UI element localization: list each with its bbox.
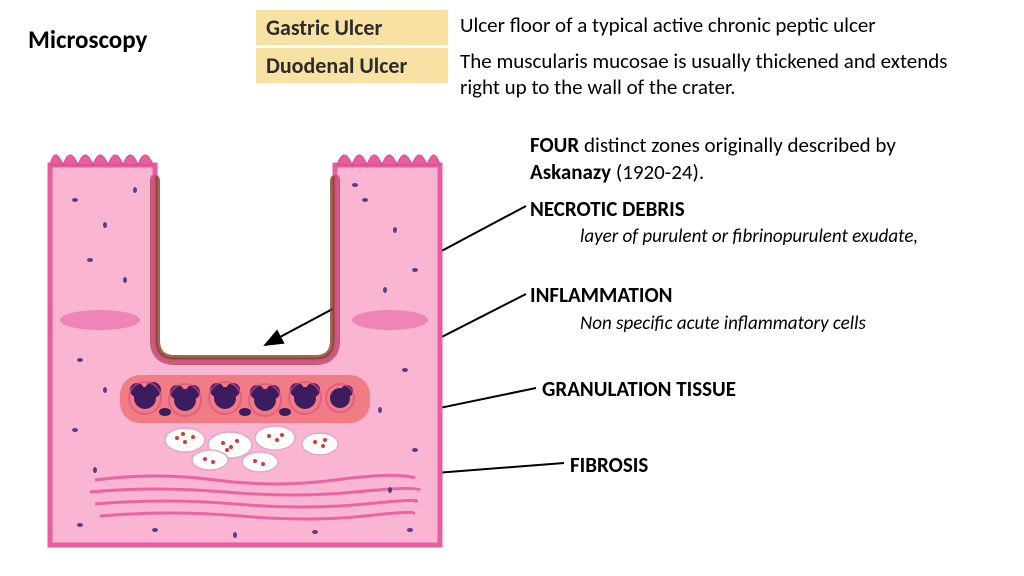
zone-inflam-label: INFLAMMATION [530,282,673,308]
zones-intro: FOUR distinct zones originally described… [530,132,970,187]
zone-fibrosis-label: FIBROSIS [570,452,648,478]
intro-askanazy: Askanazy [530,159,611,185]
intro-post: (1920-24). [611,159,704,185]
intro-mid: distinct zones originally described by [579,132,896,158]
tag-gastric: Gastric Ulcer [256,10,448,45]
tag-duodenal: Duodenal Ulcer [256,48,448,83]
histology-diagram [35,130,455,560]
desc-duodenal: The muscularis mucosae is usually thicke… [460,48,990,101]
zone-necrotic-label: NECROTIC DEBRIS [530,196,685,222]
desc-gastric: Ulcer floor of a typical active chronic … [460,12,876,38]
zone-inflam-sub: Non specific acute inflammatory cells [580,312,980,336]
zone-necrotic-sub: layer of purulent or fibrinopurulent exu… [580,225,980,249]
zone-gran-label: GRANULATION TISSUE [542,376,736,402]
intro-four: FOUR [530,132,579,158]
page-title: Microscopy [28,24,147,55]
surface-epithelium [50,155,440,165]
